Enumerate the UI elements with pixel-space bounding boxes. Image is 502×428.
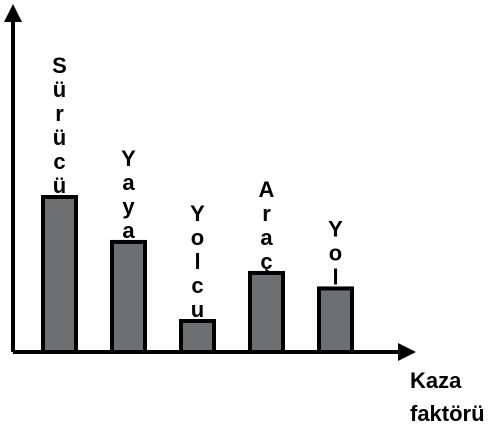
- bar-5: [317, 286, 354, 355]
- x-axis-arrow: [398, 343, 416, 361]
- bar-1: [41, 195, 78, 354]
- bar-2: [110, 239, 147, 354]
- bar-4: [248, 270, 285, 355]
- x-axis-label-line2: faktörü: [410, 401, 485, 426]
- y-axis-arrow: [4, 4, 22, 22]
- bars-group: [41, 195, 354, 355]
- bar-3: [179, 319, 216, 354]
- x-axis-label-line1: Kaza: [410, 368, 462, 393]
